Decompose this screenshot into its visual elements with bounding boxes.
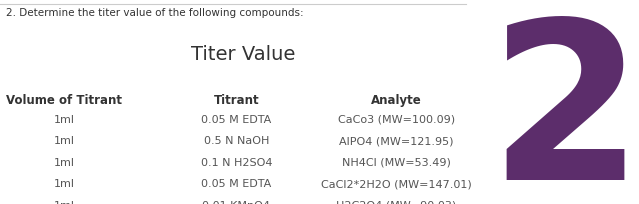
Text: 1ml: 1ml bbox=[54, 114, 74, 124]
Text: 2: 2 bbox=[488, 12, 639, 204]
Text: 0.05 M EDTA: 0.05 M EDTA bbox=[201, 114, 272, 124]
Text: 0.05 M EDTA: 0.05 M EDTA bbox=[201, 178, 272, 188]
Text: 0.5 N NaOH: 0.5 N NaOH bbox=[204, 136, 269, 146]
Text: CaCl2*2H2O (MW=147.01): CaCl2*2H2O (MW=147.01) bbox=[321, 178, 472, 188]
Text: 1ml: 1ml bbox=[54, 200, 74, 204]
Text: Analyte: Analyte bbox=[371, 94, 422, 107]
Text: NH4Cl (MW=53.49): NH4Cl (MW=53.49) bbox=[342, 157, 450, 167]
Text: 1ml: 1ml bbox=[54, 157, 74, 167]
Text: 2. Determine the titer value of the following compounds:: 2. Determine the titer value of the foll… bbox=[6, 8, 304, 18]
Text: Volume of Titrant: Volume of Titrant bbox=[6, 94, 122, 107]
Text: Titer Value: Titer Value bbox=[190, 45, 295, 64]
Text: Titrant: Titrant bbox=[213, 94, 259, 107]
Text: CaCo3 (MW=100.09): CaCo3 (MW=100.09) bbox=[337, 114, 455, 124]
Text: AlPO4 (MW=121.95): AlPO4 (MW=121.95) bbox=[339, 136, 454, 146]
Text: 0.1 N H2SO4: 0.1 N H2SO4 bbox=[201, 157, 272, 167]
Text: 0.01 KMnO4: 0.01 KMnO4 bbox=[203, 200, 270, 204]
Text: 1ml: 1ml bbox=[54, 136, 74, 146]
Text: 1ml: 1ml bbox=[54, 178, 74, 188]
Text: H2C2O4 (MW=90.03): H2C2O4 (MW=90.03) bbox=[336, 200, 456, 204]
